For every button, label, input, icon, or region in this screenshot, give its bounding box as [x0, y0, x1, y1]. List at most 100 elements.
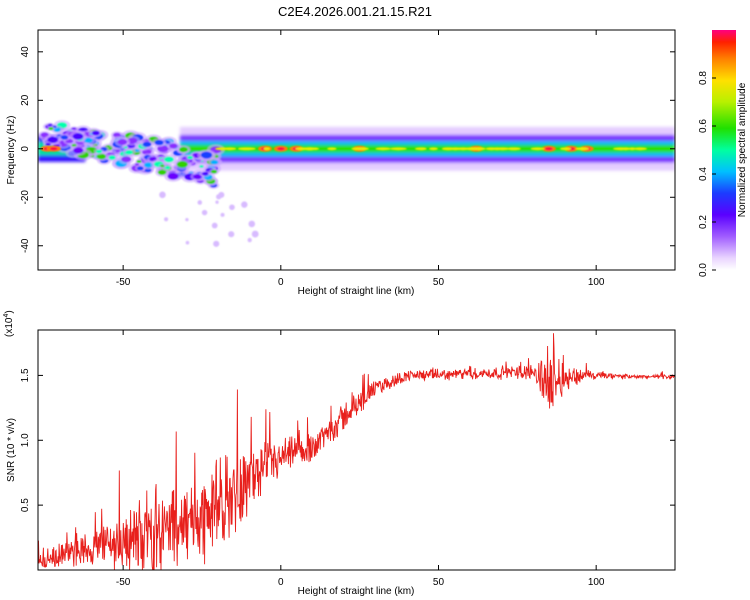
hotspot-core [276, 146, 285, 151]
snr-xtick-label: 100 [588, 577, 605, 588]
colorbar-label: Normalized spectral amplitude [737, 82, 748, 217]
heatmap-blob [210, 169, 218, 174]
snr-series-line [38, 333, 675, 570]
heatmap-blob [193, 173, 202, 180]
heatmap-ytick-label: 40 [20, 46, 31, 58]
heatmap-blob [95, 149, 103, 154]
heatmap-xlabel: Height of straight line (km) [298, 286, 415, 297]
heatmap-blob [160, 164, 165, 168]
snr-ytick-label: 0.5 [20, 498, 31, 512]
heatmap-blob [167, 172, 179, 180]
band-streak [389, 147, 407, 151]
heatmap-speck [185, 217, 189, 222]
heatmap-speck [159, 191, 166, 199]
band-streak [263, 147, 271, 151]
heatmap-blob [143, 162, 153, 168]
heatmap-blob [45, 142, 51, 147]
figure-title: C2E4.2026.001.21.15.R21 [278, 4, 432, 19]
heatmap-blob [47, 136, 59, 144]
band-streak [470, 147, 486, 151]
band-streak [575, 147, 589, 151]
heatmap-ytick-label: 0 [20, 146, 31, 152]
band-streak [495, 147, 511, 151]
band-streak [215, 147, 228, 151]
svg-text:(x104): (x104) [3, 310, 15, 337]
heatmap-speck [197, 200, 203, 205]
heatmap-blob [73, 147, 84, 154]
snr-xtick-label: 50 [433, 577, 445, 588]
snr-multiplier-exp: 4 [3, 314, 10, 318]
heatmap-speck [247, 237, 252, 243]
heatmap-speck [164, 217, 169, 222]
heatmap-blob [137, 166, 144, 171]
heatmap-blob [121, 156, 132, 163]
band-streak [530, 147, 545, 151]
snr-multiplier: (x104) [3, 310, 15, 337]
heatmap-blobs [38, 120, 259, 247]
heatmap-blob [202, 171, 209, 176]
snr-frame [37, 329, 676, 571]
heatmap-speck [185, 240, 190, 245]
band-streak [429, 147, 438, 151]
band-streak [620, 147, 631, 151]
heatmap-blob [157, 169, 167, 175]
band-green [179, 144, 675, 153]
heatmap-blob [117, 139, 128, 145]
heatmap-blob [200, 151, 213, 159]
heatmap-ytick-label: 20 [20, 94, 31, 106]
colorbar-tick-label: 0.6 [698, 119, 709, 133]
snr-ytick-label: 1.5 [20, 368, 31, 382]
band-streak [456, 147, 470, 151]
heatmap-speck [241, 201, 248, 208]
band-streak [441, 147, 453, 151]
band-streak [418, 147, 426, 151]
heatmap-blob [163, 156, 174, 163]
heatmap-blob [91, 130, 100, 136]
snr-ytick-label: 1.0 [20, 433, 31, 447]
snr-xtick-label: -50 [116, 577, 131, 588]
heatmap-blob [134, 163, 140, 166]
heatmap-frame [37, 29, 676, 271]
hotspot-core [49, 146, 58, 151]
heatmap-blob [210, 159, 219, 165]
colorbar: 0.0 0.2 0.4 0.6 0.8 Normalized spectral ampl… [698, 30, 748, 277]
colorbar-tick-label: 0.0 [698, 263, 709, 277]
heatmap-blob [142, 141, 152, 147]
heatmap-speck [248, 220, 256, 228]
heatmap-ytick-label: -20 [20, 190, 31, 205]
heatmap-blob [72, 133, 84, 140]
band-streak [301, 147, 319, 151]
band-streak [356, 147, 369, 151]
heatmap-blob [108, 155, 116, 160]
heatmap-speck [218, 191, 225, 198]
heatmap-speck [220, 212, 225, 217]
heatmap-blob [60, 135, 69, 140]
heatmap-speck [201, 209, 208, 216]
band-streak [327, 147, 337, 151]
heatmap-ytick-label: -40 [20, 238, 31, 253]
heatmap-blob [47, 123, 53, 127]
heatmap-xtick-label: 0 [278, 277, 284, 288]
heatmap-xtick-label: 50 [433, 277, 445, 288]
colorbar-tick-label: 0.4 [698, 167, 709, 181]
heatmap-hotspots [40, 145, 648, 152]
heatmap-speck [251, 230, 259, 238]
heatmap-blob [154, 139, 164, 146]
heatmap-blob [48, 127, 54, 131]
heatmap-xtick-label: 100 [588, 277, 605, 288]
snr-multiplier-base: (x10 [4, 317, 15, 337]
heatmap-panel: -50 0 50 100 -40 -20 0 20 40 Height of straight … [6, 29, 676, 297]
band-streak [628, 147, 636, 151]
snr-xlabel: Height of straight line (km) [298, 586, 415, 597]
heatmap-blob [83, 137, 93, 143]
heatmap-blob [113, 132, 121, 138]
snr-multiplier-close: ) [4, 310, 15, 313]
heatmap-blob [199, 165, 204, 168]
hotspot-core [544, 146, 553, 151]
heatmap-blob [96, 153, 107, 160]
band-streak [507, 147, 520, 151]
colorbar-tick-label: 0.8 [698, 71, 709, 85]
heatmap-blob [125, 150, 134, 155]
band-streak [633, 147, 648, 151]
